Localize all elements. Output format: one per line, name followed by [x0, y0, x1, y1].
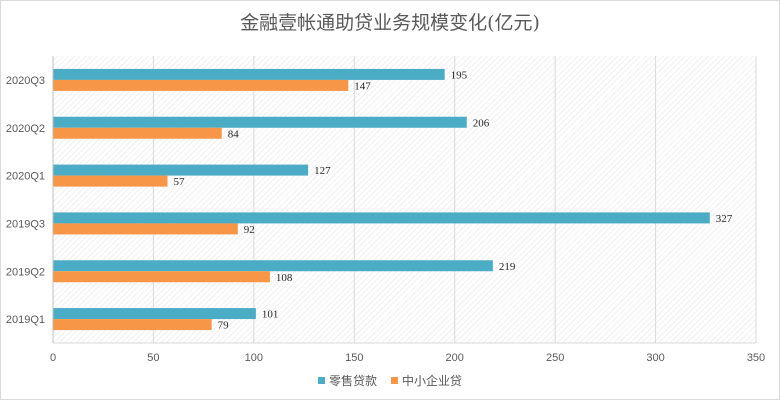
bar-retail [53, 164, 309, 176]
x-tick-label: 50 [147, 352, 159, 364]
bar-retail [53, 212, 710, 224]
category-label: 2020Q1 [6, 171, 45, 183]
x-tick-label: 300 [646, 352, 664, 364]
data-label: 327 [716, 213, 733, 225]
data-label: 127 [314, 165, 331, 177]
legend-label: 中小企业贷 [402, 374, 463, 388]
legend-swatch [391, 377, 398, 384]
data-label: 108 [276, 272, 293, 284]
x-tick-label: 0 [50, 352, 56, 364]
legend: 零售贷款 中小企业贷 [0, 372, 780, 389]
data-label: 101 [262, 309, 279, 321]
legend-swatch [317, 377, 325, 384]
bar-sme [53, 127, 222, 139]
data-label: 79 [218, 320, 230, 332]
bar-retail [53, 68, 445, 80]
data-label: 57 [173, 176, 185, 188]
data-label: 219 [499, 261, 516, 273]
legend-item: 零售贷款 [317, 372, 377, 389]
data-label: 195 [451, 69, 468, 81]
bar-retail [53, 260, 493, 272]
x-tick-label: 150 [345, 352, 363, 364]
bar-sme [53, 175, 168, 187]
data-label: 147 [354, 80, 371, 92]
x-tick-label: 100 [245, 352, 263, 364]
category-label: 2019Q1 [6, 314, 45, 326]
category-label: 2020Q2 [6, 123, 45, 135]
category-label: 2020Q3 [6, 75, 45, 87]
data-label: 206 [473, 117, 490, 129]
bar-retail [53, 116, 467, 128]
bar-sme [53, 271, 270, 283]
data-label: 84 [228, 128, 240, 140]
x-tick-label: 200 [446, 352, 464, 364]
bar-sme [53, 79, 349, 91]
bar-retail [53, 308, 256, 320]
legend-item: 中小企业贷 [391, 372, 462, 389]
bar-sme [53, 319, 212, 331]
legend-label: 零售贷款 [328, 374, 377, 388]
plot-area [53, 56, 756, 343]
chart-title: 金融壹帐通助贷业务规模变化(亿元) [240, 12, 540, 34]
x-tick-label: 250 [546, 352, 564, 364]
category-label: 2019Q2 [6, 266, 45, 278]
bar-sme [53, 223, 238, 235]
data-label: 92 [244, 224, 255, 236]
category-label: 2019Q3 [6, 218, 45, 230]
x-tick-label: 350 [747, 352, 765, 364]
